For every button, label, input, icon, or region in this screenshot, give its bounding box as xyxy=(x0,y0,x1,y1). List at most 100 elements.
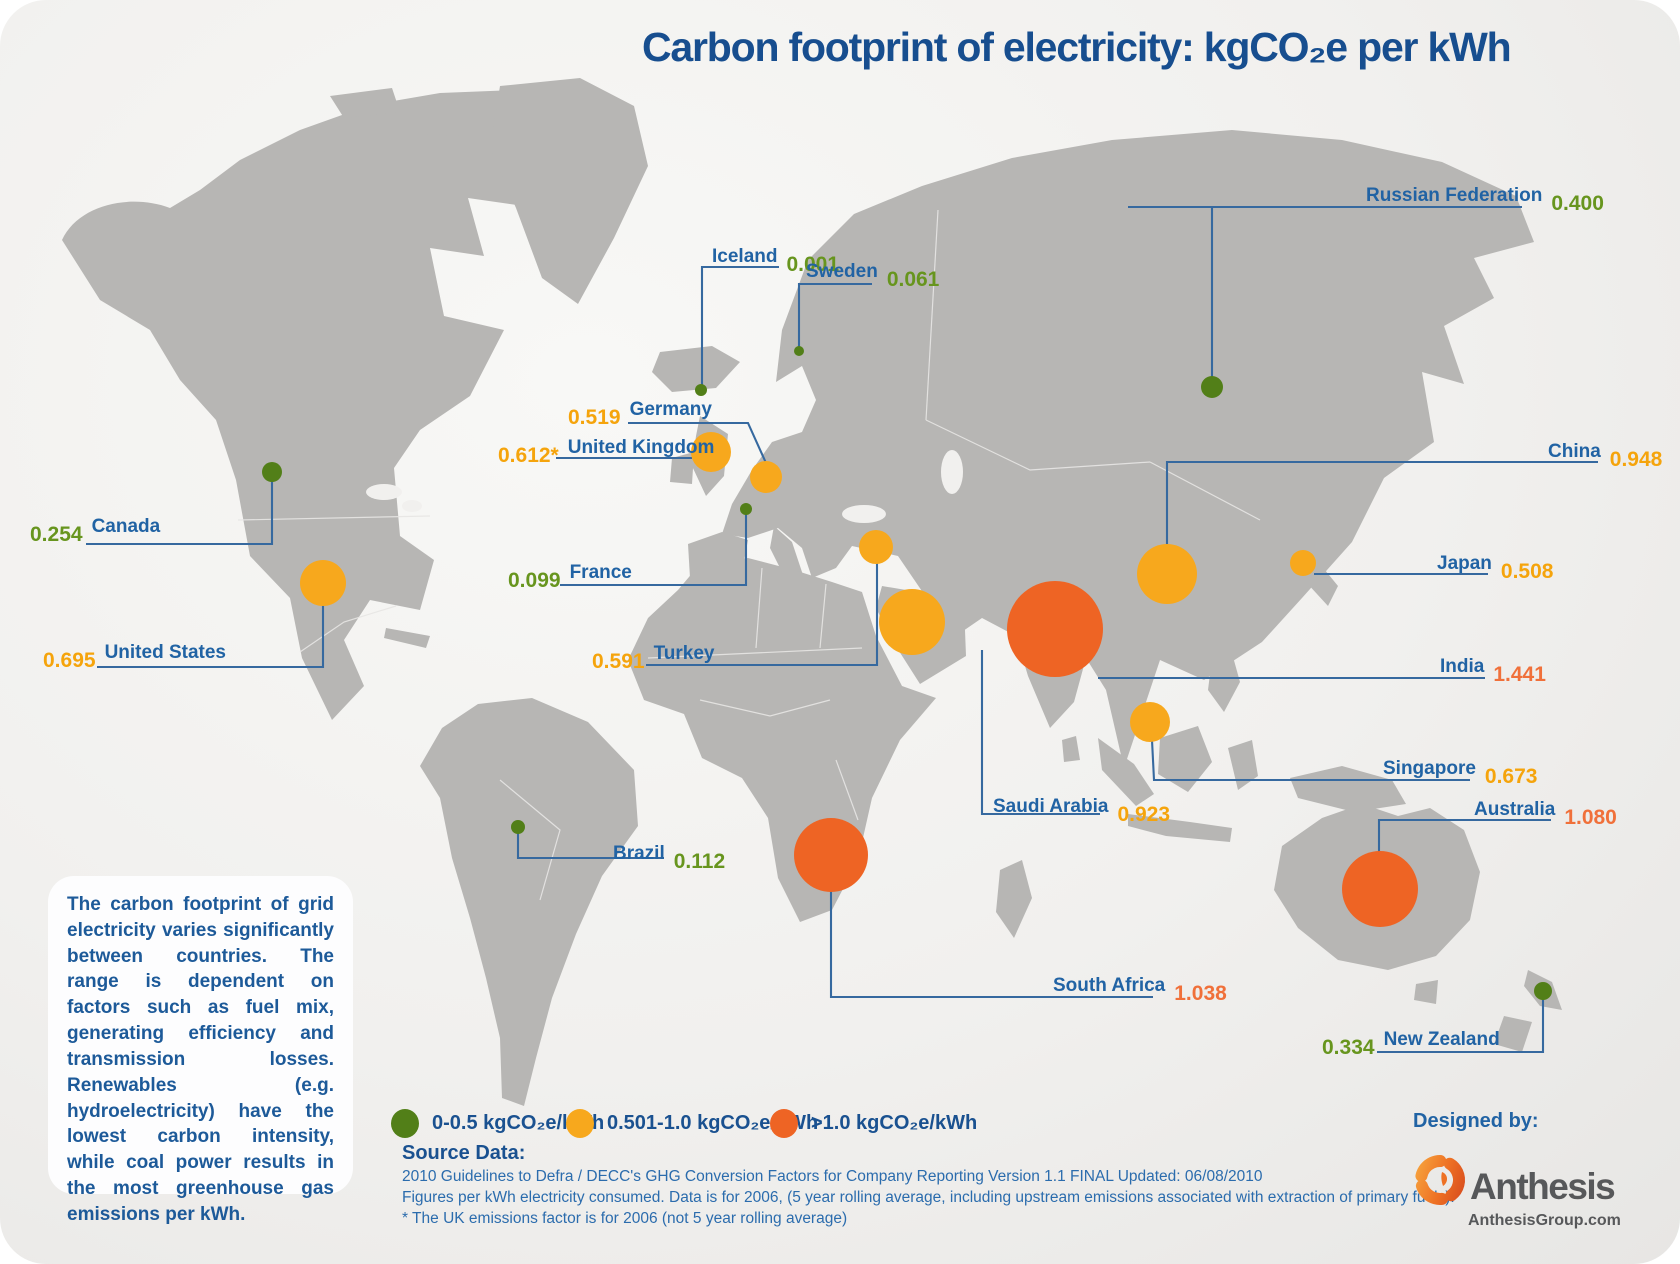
country-name: South Africa xyxy=(1053,975,1166,996)
country-name: France xyxy=(569,562,632,583)
leader-germany xyxy=(628,421,767,464)
country-name: Russian Federation xyxy=(1366,185,1543,206)
leader-new-zealand xyxy=(1377,997,1545,1054)
legend-label: 0-0.5 kgCO₂e/kWh xyxy=(432,1111,605,1134)
country-name: Brazil xyxy=(613,843,665,864)
country-label-france: 0.099 France xyxy=(508,562,632,592)
bubble-new-zealand xyxy=(1534,982,1552,1000)
description-text: The carbon footprint of grid electricity… xyxy=(67,894,334,1225)
country-label-turkey: 0.591 Turkey xyxy=(592,643,715,673)
leader-china xyxy=(1165,460,1598,546)
island-java xyxy=(1128,814,1232,842)
leader-united-states xyxy=(97,602,325,669)
country-label-iceland: Iceland 0.001 xyxy=(712,246,839,276)
country-value: 0.099 xyxy=(508,569,561,592)
country-label-sweden: Sweden 0.061 xyxy=(806,261,939,291)
bubble-india xyxy=(1007,581,1103,677)
bubble-japan xyxy=(1290,550,1316,576)
leader-canada xyxy=(86,479,274,546)
country-name: New Zealand xyxy=(1383,1029,1500,1050)
country-name: Saudi Arabia xyxy=(993,796,1109,817)
country-value: 0.591 xyxy=(592,650,645,673)
island-borneo xyxy=(1158,726,1212,792)
country-name: Canada xyxy=(91,516,161,537)
arctic-island xyxy=(420,112,470,136)
continent-north-america xyxy=(62,90,546,720)
country-name: Turkey xyxy=(653,643,715,664)
country-value: 1.038 xyxy=(1174,982,1227,1005)
bubble-canada xyxy=(262,462,282,482)
island-iceland xyxy=(652,346,740,392)
country-name: United States xyxy=(104,642,226,663)
country-name: China xyxy=(1548,441,1601,462)
country-label-brazil: Brazil 0.112 xyxy=(613,843,725,873)
country-value: 1.441 xyxy=(1493,663,1546,686)
country-value: 0.400 xyxy=(1551,192,1604,215)
continents xyxy=(62,78,1562,1106)
country-value: 0.612* xyxy=(498,444,559,467)
country-label-united-kingdom: 0.612* United Kingdom xyxy=(498,437,715,467)
country-name: Germany xyxy=(629,399,712,420)
leader-sweden xyxy=(797,282,872,352)
island-new-zealand-south xyxy=(1494,1016,1532,1052)
island-sulawesi xyxy=(1228,740,1258,790)
leader-turkey xyxy=(646,562,879,667)
legend-label: >1.0 kgCO₂e/kWh xyxy=(811,1111,978,1134)
country-value: 0.112 xyxy=(673,850,726,873)
source-line-3: * The UK emissions factor is for 2006 (n… xyxy=(402,1210,848,1227)
country-value: 0.519 xyxy=(568,406,621,429)
country-label-new-zealand: 0.334 New Zealand xyxy=(1322,1029,1500,1059)
bubble-turkey xyxy=(859,530,893,564)
bubble-iceland xyxy=(695,384,707,396)
lakes-seas xyxy=(366,450,963,523)
island-tasmania xyxy=(1414,980,1438,1004)
leader-france xyxy=(560,513,748,587)
country-value: 0.673 xyxy=(1484,765,1538,788)
country-label-germany: 0.519 Germany xyxy=(568,399,712,429)
legend-item-mid: 0.501-1.0 kgCO₂e/kWh xyxy=(566,1108,818,1138)
leader-iceland xyxy=(700,265,779,388)
leader-south-africa xyxy=(829,888,1153,999)
bubble-united-kingdom xyxy=(691,432,731,472)
country-label-singapore: Singapore 0.673 xyxy=(1383,758,1537,788)
continent-south-america xyxy=(420,698,638,1106)
country-borders xyxy=(237,209,1261,901)
country-label-india: India 1.441 xyxy=(1440,656,1546,686)
bubble-china xyxy=(1137,544,1197,604)
island-cuba xyxy=(384,628,430,648)
page-title: Carbon footprint of electricity: kgCO₂e … xyxy=(642,24,1512,70)
bubble-saudi-arabia xyxy=(879,589,945,655)
leader-saudi-arabia xyxy=(980,650,1100,816)
source-line-2: Figures per kWh electricity consumed. Da… xyxy=(402,1189,1455,1206)
country-value: 0.695 xyxy=(43,649,96,672)
country-value: 0.334 xyxy=(1322,1036,1375,1059)
bubble-australia xyxy=(1342,851,1418,927)
leader-australia xyxy=(1377,818,1551,852)
country-name: India xyxy=(1440,656,1485,677)
anthesis-logo-text: Anthesis xyxy=(1470,1166,1616,1207)
bubble-brazil xyxy=(511,820,525,834)
continent-eurasia xyxy=(722,130,1534,768)
island-sumatra xyxy=(1098,738,1154,806)
country-name: Japan xyxy=(1437,553,1492,574)
arctic-island xyxy=(298,132,330,152)
anthesis-logo-icon xyxy=(1415,1155,1465,1205)
country-name: United Kingdom xyxy=(567,437,715,458)
legend-label: 0.501-1.0 kgCO₂e/kWh xyxy=(607,1111,819,1134)
bubbles xyxy=(262,346,1552,1000)
island-sri-lanka xyxy=(1062,736,1080,762)
country-name: Singapore xyxy=(1383,758,1476,779)
leader-singapore xyxy=(1150,739,1470,782)
source-line-1: 2010 Guidelines to Defra / DECC's GHG Co… xyxy=(402,1168,1263,1185)
country-label-south-africa: South Africa 1.038 xyxy=(1053,975,1227,1005)
country-label-saudi-arabia: Saudi Arabia 0.923 xyxy=(993,796,1170,826)
country-value: 0.923 xyxy=(1117,803,1171,826)
description-panel: The carbon footprint of grid electricity… xyxy=(48,876,353,1225)
bubble-sweden xyxy=(794,346,804,356)
anthesis-website[interactable]: AnthesisGroup.com xyxy=(1468,1212,1621,1229)
country-label-china: China 0.948 xyxy=(1548,441,1662,471)
country-name: Iceland xyxy=(712,246,778,267)
